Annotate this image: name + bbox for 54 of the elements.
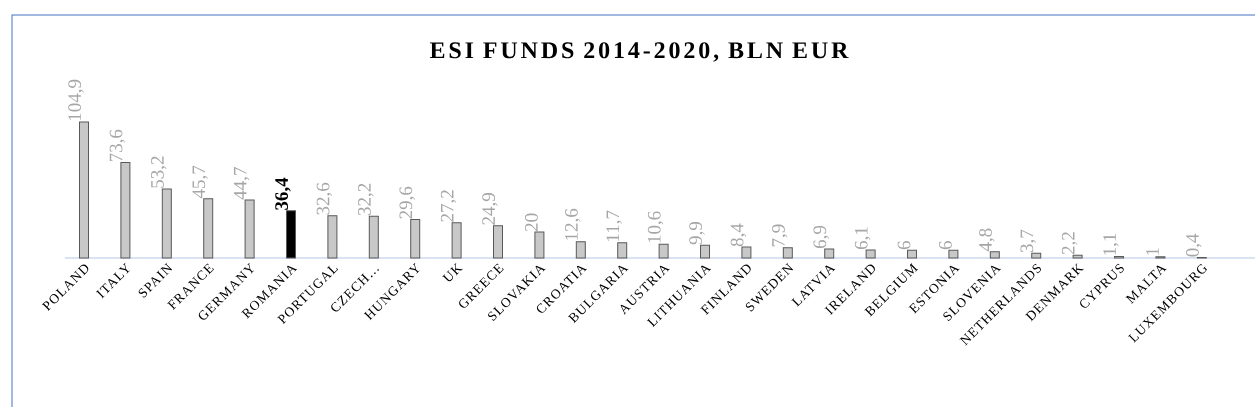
bar [824,248,835,259]
bar [782,247,793,259]
data-label: 6 [939,241,952,250]
bar [368,215,379,259]
data-label: 6 [897,241,911,250]
bar [741,246,752,259]
data-label: 45,7 [192,165,208,199]
data-label: 4,8 [979,228,995,252]
bar [286,210,296,259]
bar [658,243,669,259]
data-label: 12,6 [565,208,581,240]
bar [617,242,628,259]
data-label: 53,2 [151,156,167,188]
bar [327,215,338,259]
data-label: 29,6 [399,186,415,219]
data-label: 6,1 [854,227,871,250]
bar [79,121,89,259]
data-label: 20 [525,213,538,232]
bar [907,249,918,259]
bar [865,249,876,259]
data-label: 1 [1146,248,1159,255]
data-label: 3,7 [1020,229,1036,253]
data-label: 104,9 [68,79,84,121]
bar [120,162,131,259]
bar [410,219,421,259]
data-label: 44,7 [233,167,250,200]
bar [575,241,586,259]
bar [493,225,504,259]
data-label: 32,2 [358,183,374,216]
data-label: 24,9 [482,193,498,225]
bar [161,188,172,259]
data-label: 10,6 [647,211,664,243]
data-label: 27,2 [440,190,457,222]
data-label: 73,6 [109,129,126,162]
bar [989,251,1000,259]
bar [203,198,214,259]
data-label: 0,4 [1186,233,1202,257]
bar [534,231,545,259]
bar [1031,252,1042,259]
data-label: 11,7 [606,210,622,241]
bar [1072,254,1083,259]
bar [244,199,255,259]
bar [948,249,959,259]
data-label: 6,9 [813,225,829,249]
data-label: 1,1 [1103,233,1119,255]
data-label: 9,9 [689,221,705,245]
bar [700,244,711,259]
data-label: 2,2 [1061,232,1078,255]
data-label: 7,9 [772,224,788,247]
data-label: 8,4 [730,223,747,247]
data-label: 36,4 [275,177,291,210]
bar [451,222,462,259]
chart-title: ESI FUNDS 2014-2020, BLN EUR [429,42,849,62]
data-label: 32,6 [316,182,333,215]
